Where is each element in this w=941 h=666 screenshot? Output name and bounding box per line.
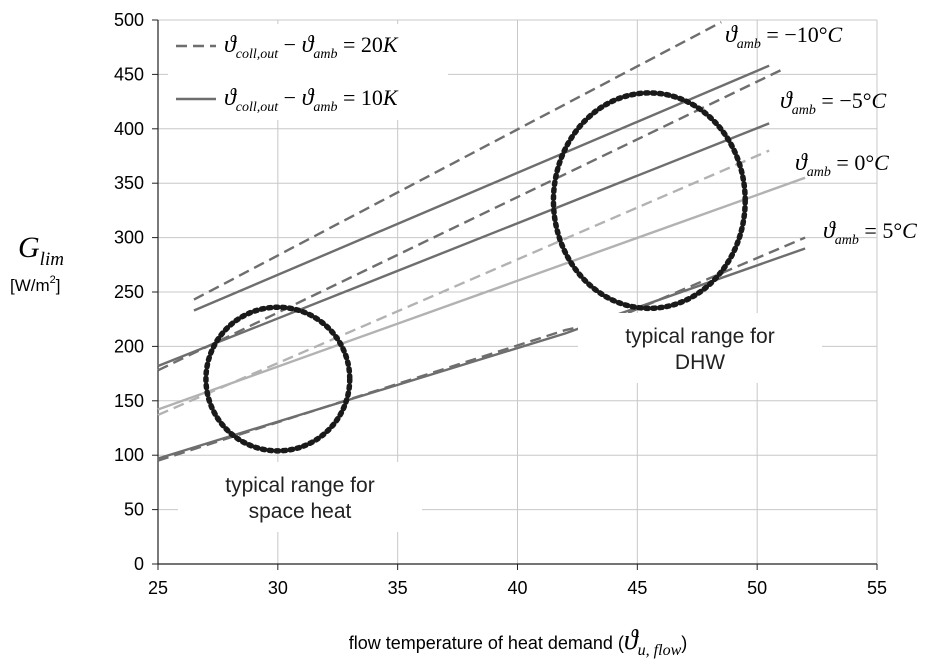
y-tick-label: 250 (114, 282, 144, 302)
y-tick-label: 300 (114, 228, 144, 248)
y-tick-labels: 0 50 100 150 200 250 300 350 400 450 500 (114, 10, 144, 574)
range-ellipse (203, 304, 353, 454)
series-label-symbol: ϑ (823, 218, 836, 244)
y-axis-unit: [W/m2] (10, 274, 61, 295)
y-tick-label: 450 (114, 64, 144, 84)
legend-subscript-2: amb (313, 47, 337, 62)
series-label-value: = 0° (831, 150, 874, 175)
legend-subscript: coll,out (236, 100, 279, 115)
y-tick-label: 50 (124, 500, 144, 520)
annotation-text: DHW (675, 351, 725, 374)
y-tick-label: 350 (114, 173, 144, 193)
series-label-symbol: ϑ (780, 88, 793, 114)
annotation-text: space heat (249, 500, 352, 523)
annotation-text: typical range for (225, 474, 374, 497)
y-axis-label: Glim (18, 231, 64, 270)
range-annotations: typical range for space heat typical range… (178, 313, 822, 532)
series-label-subscript: amb (807, 165, 831, 180)
x-tick-label: 35 (388, 578, 408, 598)
series-label-unit: C (828, 22, 843, 47)
legend-eq: = 10 (338, 85, 383, 110)
x-axis-label-close: ) (681, 633, 687, 653)
annotation-text: typical range for (625, 325, 774, 348)
x-tick-label: 25 (148, 578, 168, 598)
legend-unit: K (382, 85, 399, 110)
series-line-amb--10-dT-20 (193, 21, 722, 301)
y-axis-symbol: G (18, 231, 40, 264)
y-tick-label: 150 (114, 391, 144, 411)
y-tick-label: 500 (114, 10, 144, 30)
x-tick-label: 30 (268, 578, 288, 598)
x-tick-label: 40 (507, 578, 527, 598)
series-label-subscript: amb (835, 233, 859, 248)
legend-background (168, 24, 448, 120)
legend-subscript: coll,out (236, 47, 279, 62)
annotation-background (578, 313, 822, 383)
x-tick-label: 50 (747, 578, 767, 598)
legend-minus: − (278, 85, 301, 110)
series-label-subscript: amb (737, 37, 761, 52)
y-axis-unit-sup: 2 (50, 274, 56, 286)
series-line-amb--10-dT-10 (193, 64, 770, 312)
x-tick-label: 55 (867, 578, 887, 598)
series-label: ϑamb = 5°C (823, 218, 917, 248)
legend-symbol: ϑ (224, 32, 237, 58)
series-line-amb--5-dT-20 (157, 68, 782, 372)
legend-eq: = 20 (338, 32, 383, 57)
y-tick-label: 0 (134, 554, 144, 574)
legend-label: ϑcoll,out − ϑamb = 10K (224, 85, 399, 115)
legend-label: ϑcoll,out − ϑamb = 20K (224, 32, 399, 62)
y-tick-label: 100 (114, 445, 144, 465)
legend-symbol-2: ϑ (302, 32, 315, 58)
series-line-amb-0-dT-10 (157, 176, 806, 411)
x-axis-label-symbol: ϑ (624, 625, 639, 656)
series-label: ϑamb = −10°C (725, 22, 843, 52)
y-axis-unit-close: ] (56, 276, 61, 295)
series-line-amb--5-dT-10 (157, 122, 770, 368)
range-ellipses (203, 90, 748, 454)
legend-subscript-2: amb (313, 100, 337, 115)
series-label-value: = −10° (761, 22, 828, 47)
legend-unit: K (382, 32, 399, 57)
x-tick-labels: 25 30 35 40 45 50 55 (148, 578, 887, 598)
series-label-value: = 5° (859, 218, 902, 243)
series-label-unit: C (874, 150, 889, 175)
legend-minus: − (278, 32, 301, 57)
y-tick-label: 200 (114, 336, 144, 356)
x-axis-label: flow temperature of heat demand (ϑu, flo… (349, 625, 687, 659)
series-line-amb-0-dT-20 (157, 149, 770, 417)
series-label-symbol: ϑ (725, 22, 738, 48)
legend-symbol: ϑ (224, 85, 237, 111)
x-axis-label-subscript: u, flow (638, 642, 682, 659)
series-label: ϑamb = −5°C (780, 88, 887, 118)
series-label-subscript: amb (792, 103, 816, 118)
y-axis-unit-text: [W/m (10, 276, 50, 295)
range-ellipse (550, 90, 748, 312)
x-tick-label: 45 (627, 578, 647, 598)
series-label-unit: C (872, 88, 887, 113)
legend-symbol-2: ϑ (302, 85, 315, 111)
series-label-unit: C (902, 218, 917, 243)
y-tick-label: 400 (114, 119, 144, 139)
annotation-background (178, 462, 422, 532)
x-axis-label-text: flow temperature of heat demand ( (349, 633, 624, 653)
series-label-value: = −5° (816, 88, 872, 113)
series-label-symbol: ϑ (795, 150, 808, 176)
y-axis-subscript: lim (40, 249, 64, 270)
series-label: ϑamb = 0°C (795, 150, 889, 180)
axes (152, 19, 878, 570)
